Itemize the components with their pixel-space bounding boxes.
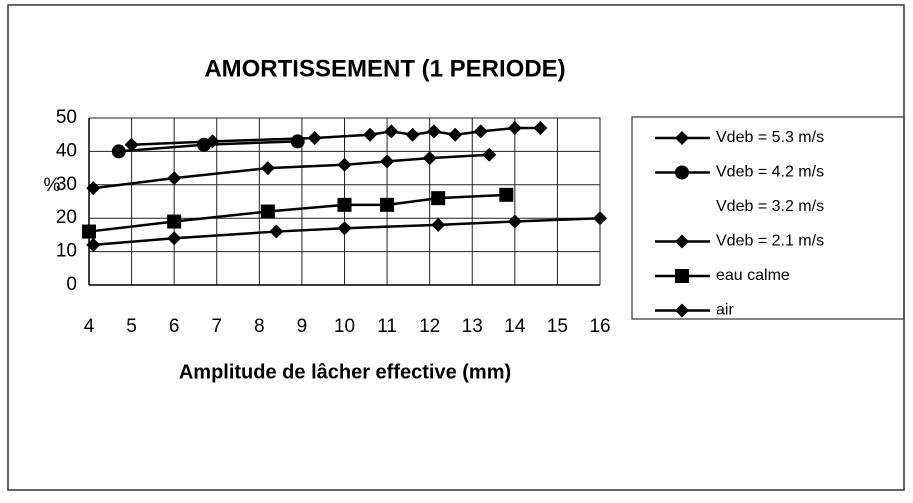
legend-label: air [716, 302, 734, 319]
y-tick-label: 50 [56, 107, 77, 128]
data-point [380, 154, 395, 169]
chart-title: AMORTISSEMENT (1 PERIODE) [204, 55, 565, 82]
y-tick-label: 20 [56, 207, 77, 228]
legend-label: Vdeb = 4.2 m/s [716, 164, 824, 181]
data-point [593, 211, 607, 226]
x-tick-label: 12 [419, 316, 440, 337]
data-point [86, 237, 101, 252]
x-tick-label: 15 [547, 316, 568, 337]
data-point [499, 187, 514, 202]
data-point [507, 121, 522, 136]
x-tick-label: 11 [377, 316, 397, 337]
y-tick-label: 40 [56, 140, 77, 161]
x-tick-label: 8 [254, 316, 265, 337]
data-point [405, 127, 420, 142]
data-point [82, 224, 96, 239]
y-tick-label: 0 [66, 274, 77, 295]
data-point [307, 131, 322, 146]
data-point [167, 214, 182, 229]
legend-label: Vdeb = 5.3 m/s [716, 129, 824, 146]
data-point [337, 197, 352, 212]
x-tick-label: 13 [462, 316, 483, 337]
legend-box [631, 116, 905, 320]
x-axis-label: Amplitude de lâcher effective (mm) [179, 361, 511, 383]
data-point [337, 221, 352, 236]
data-point [167, 171, 182, 186]
legend-marker [675, 269, 689, 283]
data-point [167, 231, 182, 246]
data-point [86, 181, 101, 196]
data-point [269, 224, 284, 239]
data-point [111, 144, 126, 159]
data-point [260, 204, 275, 219]
data-point [431, 191, 446, 206]
x-tick-label: 6 [169, 316, 180, 337]
data-point [124, 137, 139, 152]
data-point [380, 197, 395, 212]
data-point [482, 147, 497, 162]
y-axis-label: % [44, 175, 61, 196]
data-point [196, 137, 211, 152]
data-point [431, 217, 446, 232]
x-tick-label: 14 [504, 316, 526, 337]
data-point [422, 151, 437, 166]
legend-marker [675, 131, 689, 145]
data-point [426, 124, 441, 139]
y-tick-label: 30 [56, 174, 77, 195]
legend-label: Vdeb = 2.1 m/s [716, 233, 824, 250]
legend-marker [675, 165, 689, 180]
data-point [448, 127, 463, 142]
data-point [337, 157, 352, 172]
x-tick-label: 16 [589, 316, 610, 337]
x-tick-label: 10 [334, 316, 355, 337]
data-point [533, 121, 548, 136]
data-point [384, 124, 399, 139]
x-tick-label: 4 [84, 316, 95, 337]
data-point [260, 161, 275, 176]
legend-label: eau calme [716, 267, 790, 284]
data-point [363, 127, 378, 142]
x-tick-label: 7 [211, 316, 222, 337]
data-point [473, 124, 488, 139]
legend-marker [675, 303, 689, 318]
x-tick-label: 9 [297, 316, 308, 337]
data-point [290, 134, 305, 149]
legend-marker [675, 234, 689, 249]
x-tick-label: 5 [126, 316, 137, 337]
y-tick-label: 10 [56, 241, 77, 262]
data-point [507, 214, 522, 229]
legend-label: Vdeb = 3.2 m/s [716, 198, 824, 215]
